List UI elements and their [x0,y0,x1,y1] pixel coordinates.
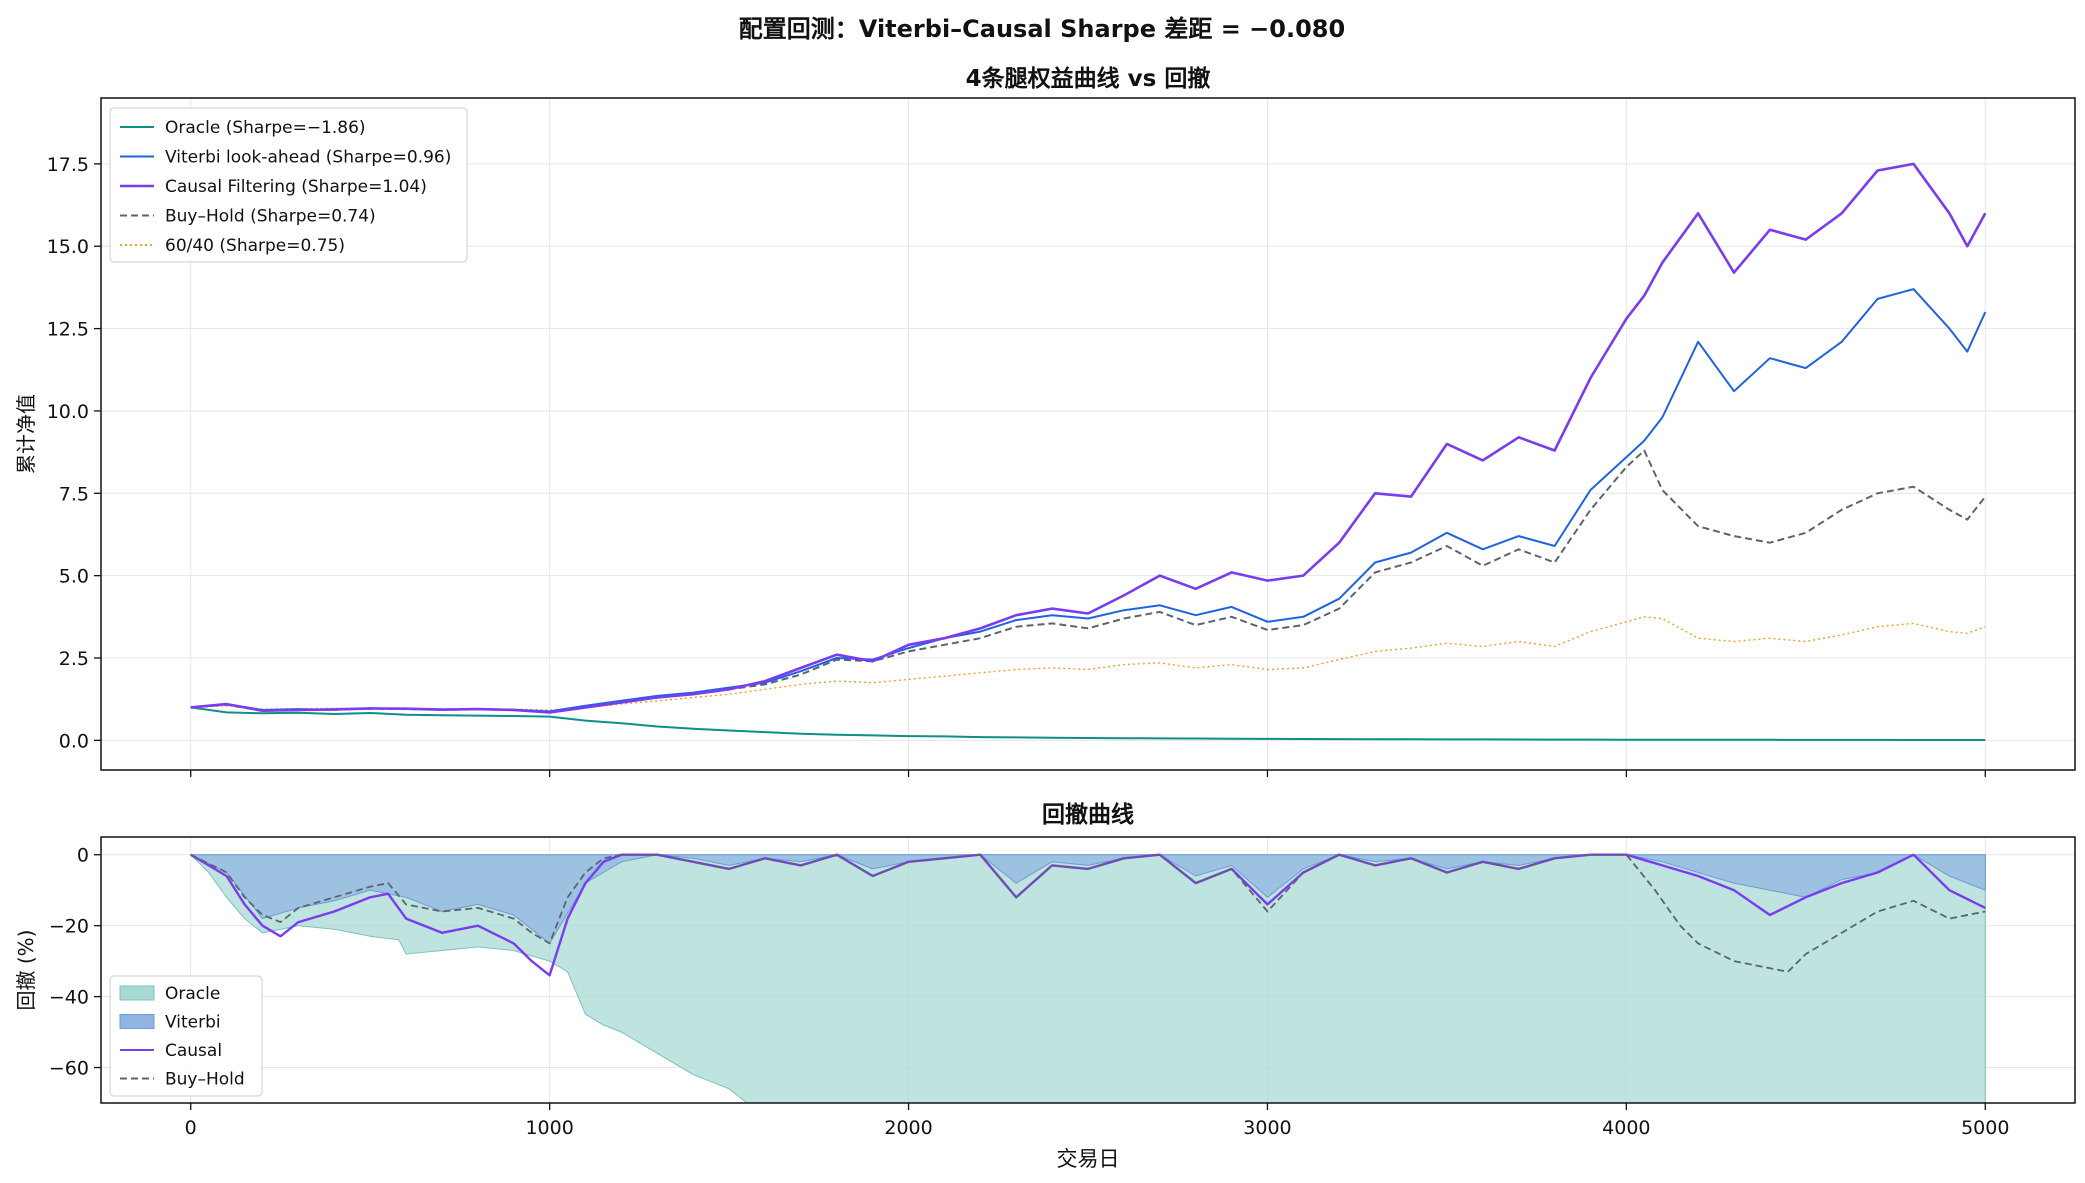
drawdown-x-tick-label: 4000 [1602,1117,1650,1139]
drawdown-legend: Oracle Viterbi Causal Buy–Hold [109,975,263,1097]
drawdown-legend-box [109,975,263,1097]
equity-curve-panel: 4条腿权益曲线 vs 回撤 0.0 2.5 5.0 7.5 10.0 12.5 15.0 17… [14,65,2076,777]
legend-label-buyhold: Buy–Hold (Sharpe=0.74) [165,207,376,227]
equity-y-tick-label: 7.5 [59,483,89,505]
drawdown-x-tick-label: 0 [185,1117,197,1139]
equity-line-buyhold [190,449,1987,713]
equity-y-tick-label: 15.0 [47,236,89,258]
equity-y-axis-label: 累计净值 [14,394,38,474]
equity-legend: Oracle (Sharpe=−1.86) Viterbi look-ahead … [109,107,468,263]
drawdown-legend-swatch-oracle [119,985,155,1001]
equity-y-tick-label: 0.0 [59,730,89,752]
equity-line-viterbi [190,288,1987,713]
drawdown-axes-frame [100,836,2076,1104]
drawdown-x-axis-label: 交易日 [1057,1147,1120,1171]
drawdown-y-tick-label: 0 [77,845,89,867]
drawdown-legend-swatch-viterbi [119,1014,155,1029]
drawdown-y-tick-label: −40 [49,987,89,1009]
drawdown-legend-label-viterbi: Viterbi [165,1013,221,1033]
drawdown-y-tick-label: −60 [49,1058,89,1080]
equity-y-tick-label: 12.5 [47,319,89,341]
legend-label-sixty_forty: 60/40 (Sharpe=0.75) [165,236,345,256]
drawdown-y-ticks: 0 −20 −40 −60 [49,845,101,1080]
equity-axes-frame [100,97,2076,771]
equity-x-ticks [190,770,1986,777]
legend-label-oracle: Oracle (Sharpe=−1.86) [165,118,366,138]
drawdown-panel: 回撤曲线 0 −20 −40 −60 0 1000 2000 3000 4000 5000 回撤… [14,801,2076,1171]
equity-line-sixty_forty [190,616,1986,711]
equity-y-tick-label: 10.0 [47,401,89,423]
legend-label-causal: Causal Filtering (Sharpe=1.04) [165,177,427,197]
drawdown-legend-label-causal: Causal [165,1041,222,1061]
equity-y-tick-label: 5.0 [59,566,89,588]
equity-y-tick-label: 17.5 [47,154,89,176]
drawdown-y-tick-label: −20 [49,916,89,938]
drawdown-panel-title: 回撤曲线 [1042,801,1134,828]
figure-suptitle: 配置回测：Viterbi–Causal Sharpe 差距 = −0.080 [739,15,1345,43]
drawdown-plot-area [189,853,1986,1103]
drawdown-x-tick-label: 2000 [884,1117,932,1139]
drawdown-x-tick-label: 3000 [1243,1117,1291,1139]
equity-gridlines [101,98,2075,770]
drawdown-x-tick-label: 1000 [525,1117,573,1139]
drawdown-line-buyhold [190,853,1986,973]
legend-label-viterbi: Viterbi look-ahead (Sharpe=0.96) [165,148,451,168]
equity-legend-box [109,107,468,263]
drawdown-x-tick-label: 5000 [1961,1117,2009,1139]
drawdown-x-ticks: 0 1000 2000 3000 4000 5000 [185,1103,2009,1139]
drawdown-legend-label-oracle: Oracle [165,984,220,1004]
drawdown-y-axis-label: 回撤 (%) [14,930,38,1011]
drawdown-fill-oracle [189,854,1986,1103]
equity-line-oracle [190,706,1986,741]
equity-plot-area [190,162,1987,741]
equity-panel-title: 4条腿权益曲线 vs 回撤 [966,65,1211,92]
equity-line-causal [190,162,1987,714]
drawdown-legend-label-buyhold: Buy–Hold [165,1070,245,1090]
equity-y-ticks: 0.0 2.5 5.0 7.5 10.0 12.5 15.0 17.5 [47,154,101,752]
equity-y-tick-label: 2.5 [59,648,89,670]
